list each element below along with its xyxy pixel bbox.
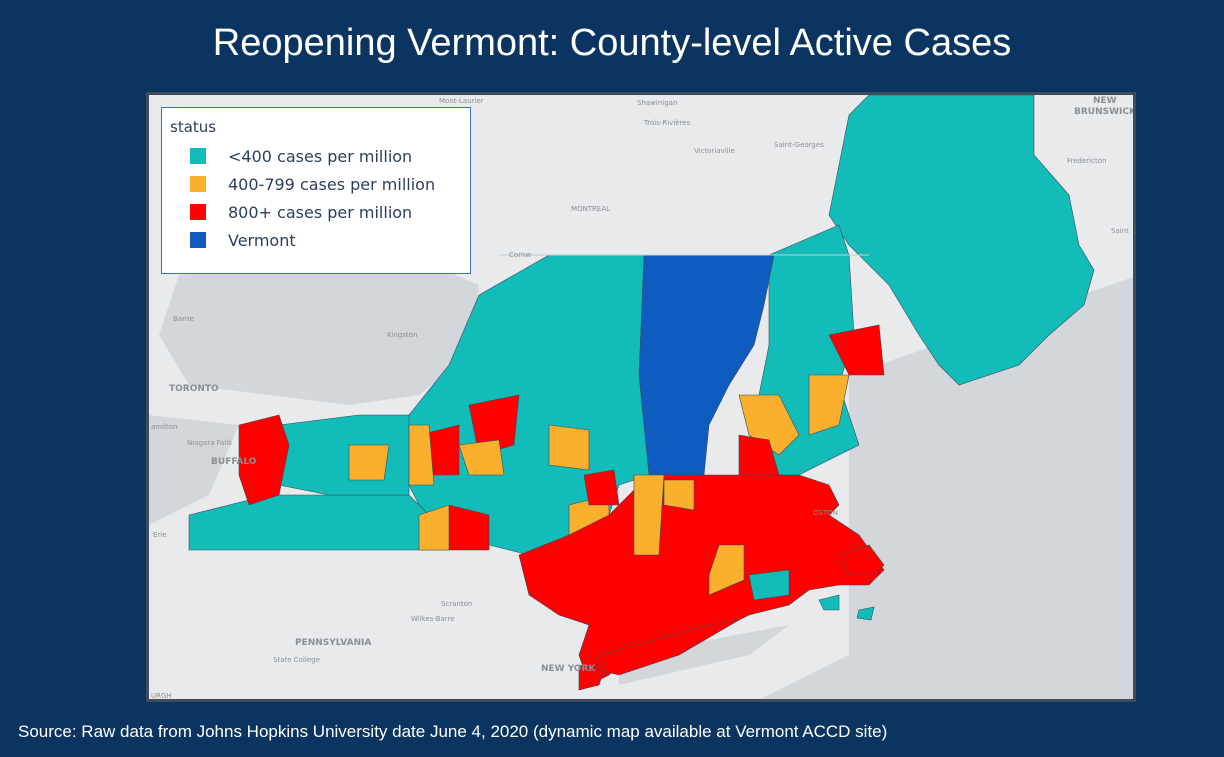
region-york[interactable]: [808, 374, 850, 436]
region-maine[interactable]: [828, 95, 1095, 386]
region-franklin[interactable]: [633, 474, 665, 556]
region-cumberland[interactable]: [828, 324, 885, 376]
long-island-sound: [619, 625, 789, 685]
region-windham[interactable]: [708, 544, 745, 596]
label-mont-laurier: Mont-Laurier: [439, 97, 484, 105]
label-barrie: Barrie: [173, 315, 194, 323]
region-cape-cod[interactable]: [838, 544, 885, 576]
label-erie: Erie: [153, 531, 167, 539]
region-hillsborough[interactable]: [738, 434, 780, 476]
label-hamilton: amilton: [151, 423, 177, 431]
source-caption: Source: Raw data from Johns Hopkins Univ…: [18, 722, 888, 741]
legend-swatch-low: [190, 148, 206, 164]
region-orange-2[interactable]: [408, 424, 435, 486]
region-worcester-north[interactable]: [663, 479, 695, 511]
label-trois-rivieres: Trois-Rivières: [643, 119, 691, 127]
legend-title: status: [170, 118, 217, 136]
legend-swatch-vermont: [190, 232, 206, 248]
region-washington-ri[interactable]: [748, 569, 790, 601]
region-dukes[interactable]: [818, 594, 840, 611]
region-finger-lakes[interactable]: [278, 414, 410, 496]
label-wilkes-barre: Wilkes-Barre: [411, 615, 455, 623]
region-merrimack[interactable]: [738, 394, 800, 456]
label-cornwall: Cornw: [509, 251, 531, 259]
region-buffalo[interactable]: [238, 414, 290, 506]
legend-item-low[interactable]: <400 cases per million: [190, 142, 470, 170]
legend-swatch-high: [190, 204, 206, 220]
region-orange-5[interactable]: [418, 504, 450, 551]
choropleth-map[interactable]: Mont-Laurier Shawinigan Trois-Rivières V…: [146, 92, 1136, 702]
region-albany[interactable]: [583, 469, 620, 506]
label-scranton: Scranton: [441, 600, 472, 608]
map-canvas[interactable]: Mont-Laurier Shawinigan Trois-Rivières V…: [149, 95, 1136, 702]
label-new-york: NEW YORK: [541, 664, 597, 674]
map-legend: status <400 cases per million 400-799 ca…: [161, 107, 471, 274]
region-nantucket[interactable]: [856, 606, 875, 621]
label-kingston: Kingston: [387, 331, 418, 339]
label-montreal: MONTREAL: [571, 205, 610, 213]
legend-item-vermont[interactable]: Vermont: [190, 226, 470, 254]
legend-label-medium: 400-799 cases per million: [228, 174, 436, 194]
label-victoriaville: Victoriaville: [694, 147, 735, 155]
label-new-brunswick-2: BRUNSWICK: [1074, 107, 1136, 117]
label-toronto: TORONTO: [169, 384, 219, 394]
region-utica[interactable]: [468, 394, 520, 456]
region-orange-3[interactable]: [458, 439, 505, 476]
label-state-college: State College: [273, 656, 320, 664]
ocean: [761, 277, 1133, 699]
label-fredericton: Fredericton: [1067, 157, 1106, 165]
label-pittsburgh: URGH: [151, 692, 172, 700]
label-shawinigan: Shawinigan: [637, 99, 677, 107]
region-orange-1[interactable]: [348, 444, 390, 481]
page-title: Reopening Vermont: County-level Active C…: [212, 22, 1012, 64]
region-southern-new-england[interactable]: [518, 474, 885, 686]
label-new-brunswick: NEW: [1093, 96, 1117, 106]
legend-swatch-medium: [190, 176, 206, 192]
legend-label-vermont: Vermont: [228, 230, 296, 250]
legend-item-high[interactable]: 800+ cases per million: [190, 198, 470, 226]
label-niagara-falls: Niagara Falls: [187, 439, 232, 447]
legend-label-high: 800+ cases per million: [228, 202, 413, 222]
region-nyc[interactable]: [578, 664, 605, 691]
label-boston: OSTON: [813, 509, 838, 517]
region-orange-4[interactable]: [548, 424, 590, 471]
label-saint: Saint: [1111, 227, 1129, 235]
label-buffalo: BUFFALO: [211, 457, 257, 467]
legend-item-medium[interactable]: 400-799 cases per million: [190, 170, 470, 198]
lake-erie: [149, 415, 239, 525]
legend-label-low: <400 cases per million: [228, 146, 413, 166]
label-saint-georges: Saint-Georges: [774, 141, 824, 149]
label-pennsylvania: PENNSYLVANIA: [295, 638, 372, 648]
lake-ontario: [159, 255, 479, 405]
